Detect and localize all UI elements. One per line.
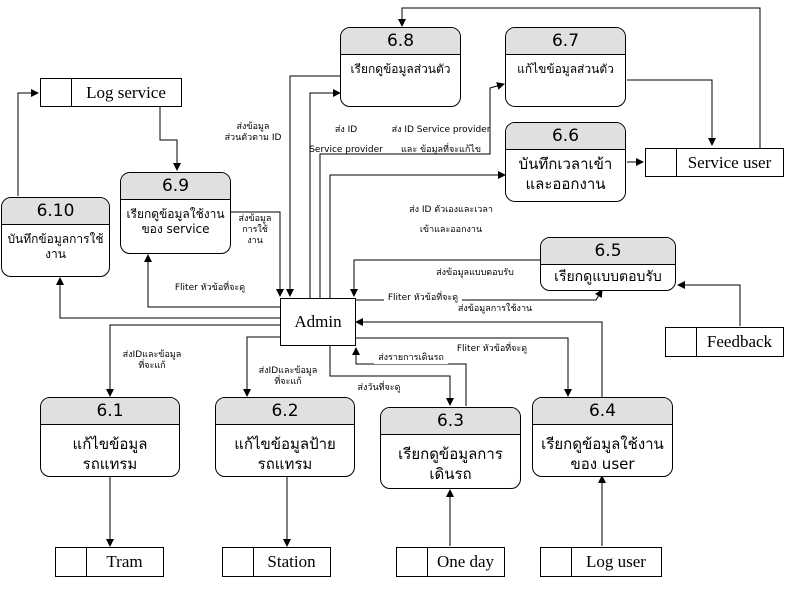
- process-6-9: 6.9 เรียกดูข้อมูลใช้งาน ของ service: [120, 172, 231, 254]
- flow-6-5-to-admin: [350, 259, 540, 297]
- store-label: Log service: [86, 82, 166, 102]
- flow-6-9-to-admin: [231, 211, 284, 297]
- flow-admin-to-6-8: [309, 89, 341, 298]
- process-number: 6.6: [506, 123, 625, 150]
- flow-label-edit-station: ส่งIDและข้อมูล ที่จะแก้: [250, 366, 326, 388]
- process-number: 6.7: [506, 28, 625, 55]
- flow-admin-to-6-7: [319, 82, 505, 298]
- flow-admin-to-6-6: [329, 171, 506, 298]
- flow-label-id-sp-edit: ส่ง ID Service provider และ ข้อมูลที่จะแ…: [391, 125, 491, 155]
- store-label: Station: [267, 552, 316, 571]
- flow-service-user-to-6-8: [398, 7, 761, 148]
- process-number: 6.4: [533, 398, 672, 425]
- process-6-10: 6.10 บันทึกข้อมูลการใช้ งาน: [1, 197, 110, 277]
- process-label: บันทึกเวลาเข้า และออกงาน: [518, 155, 613, 193]
- store-feedback: Feedback: [665, 327, 784, 357]
- store-log-service: Log service: [40, 78, 182, 107]
- store-tab: [397, 548, 428, 576]
- process-label: บันทึกข้อมูลการใช้ งาน: [7, 232, 104, 261]
- store-tab: [56, 548, 87, 576]
- flow-feedback-to-6-5: [677, 281, 741, 326]
- process-number: 6.9: [121, 173, 230, 200]
- process-6-7: 6.7 แก้ไขข้อมูลส่วนตัว: [505, 27, 626, 107]
- store-label: One day: [436, 552, 495, 571]
- flow-log-service-to-6-9: [159, 106, 181, 171]
- process-label: เรียกดูข้อมูลใช้งาน ของ user: [541, 435, 664, 473]
- flow-6-7-to-service-user: [627, 79, 716, 146]
- store-tab: [541, 548, 572, 576]
- flow-label-send-day: ส่งวันที่จะดู: [353, 383, 405, 394]
- flow-admin-to-6-9: [144, 254, 280, 308]
- flow-label-edit-tram: ส่งIDและข้อมูล ที่จะแก้: [122, 350, 182, 371]
- process-number: 6.8: [341, 28, 460, 55]
- process-number: 6.10: [2, 198, 109, 225]
- process-6-8: 6.8 เรียกดูข้อมูลส่วนตัว: [340, 27, 461, 107]
- process-number: 6.3: [381, 408, 520, 435]
- flow-label-filter-service: Fliter หัวข้อที่จะดู: [174, 283, 246, 293]
- flow-label-send-feedback: ส่งข้อมูลแบบตอบรับ: [430, 268, 520, 279]
- process-number: 6.1: [41, 398, 179, 425]
- flow-6-8-to-admin: [286, 75, 340, 297]
- flow-admin-to-6-4: [356, 337, 572, 397]
- store-label: Feedback: [706, 332, 773, 351]
- process-6-4: 6.4 เรียกดูข้อมูลใช้งาน ของ user: [532, 397, 673, 477]
- flow-label-send-personal: ส่งข้อมูล ส่วนตัวตาม ID: [224, 122, 282, 143]
- process-6-1: 6.1 แก้ไขข้อมูล รถแทรม: [40, 397, 180, 477]
- store-tab: [223, 548, 254, 576]
- flow-label-send-route: ส่งรายการเดินรถ: [374, 353, 448, 364]
- process-label: เรียกดูแบบตอบรับ: [554, 269, 662, 285]
- flow-label-filter-feedback: Fliter หัวข้อที่จะดู: [384, 293, 462, 304]
- flow-label-filter-user: Fliter หัวข้อที่จะดู: [453, 344, 531, 355]
- process-6-2: 6.2 แก้ไขข้อมูลป้าย รถแทรม: [215, 397, 355, 477]
- store-log-user: Log user: [540, 547, 662, 577]
- process-label: แก้ไขข้อมูลส่วนตัว: [517, 62, 614, 76]
- flow-6-3-to-admin: [352, 347, 467, 406]
- store-service-user: Service user: [645, 148, 784, 177]
- flow-label-send-user-usage: ส่งข้อมูลการใช้งาน: [452, 304, 538, 315]
- flow-6-10-to-log-service: [17, 89, 39, 196]
- store-label: Service user: [687, 152, 772, 172]
- store-one-day: One day: [396, 547, 505, 577]
- process-6-6: 6.6 บันทึกเวลาเข้า และออกงาน: [505, 122, 626, 202]
- process-label: เรียกดูข้อมูลใช้งาน ของ service: [126, 207, 225, 236]
- flow-admin-to-6-3: [329, 346, 454, 406]
- process-number: 6.5: [541, 238, 675, 265]
- store-label: Log user: [586, 552, 646, 571]
- process-6-3: 6.3 เรียกดูข้อมูลการ เดินรถ: [380, 407, 521, 489]
- store-tab: [41, 79, 72, 106]
- process-6-5: 6.5 เรียกดูแบบตอบรับ: [540, 237, 676, 291]
- process-label: เรียกดูข้อมูลส่วนตัว: [350, 62, 451, 76]
- process-label: เรียกดูข้อมูลการ เดินรถ: [398, 445, 503, 483]
- flow-admin-to-6-10: [56, 277, 280, 319]
- store-tram: Tram: [55, 547, 164, 577]
- entity-admin: Admin: [280, 298, 356, 346]
- flow-6-4-to-admin: [355, 318, 603, 397]
- flow-label-send-usage: ส่งข้อมูล การใช้ งาน: [234, 214, 276, 247]
- store-label: Tram: [106, 552, 143, 571]
- store-tab: [646, 149, 677, 176]
- process-label: แก้ไขข้อมูลป้าย รถแทรม: [234, 435, 336, 473]
- store-tab: [666, 328, 697, 356]
- store-station: Station: [222, 547, 331, 577]
- flow-label-time: ส่ง ID ตัวเองและเวลา เข้าและออกงาน: [409, 205, 493, 235]
- process-number: 6.2: [216, 398, 354, 425]
- process-label: แก้ไขข้อมูล รถแทรม: [72, 435, 148, 473]
- flow-label-id-sp: ส่ง ID Service provider: [309, 125, 383, 155]
